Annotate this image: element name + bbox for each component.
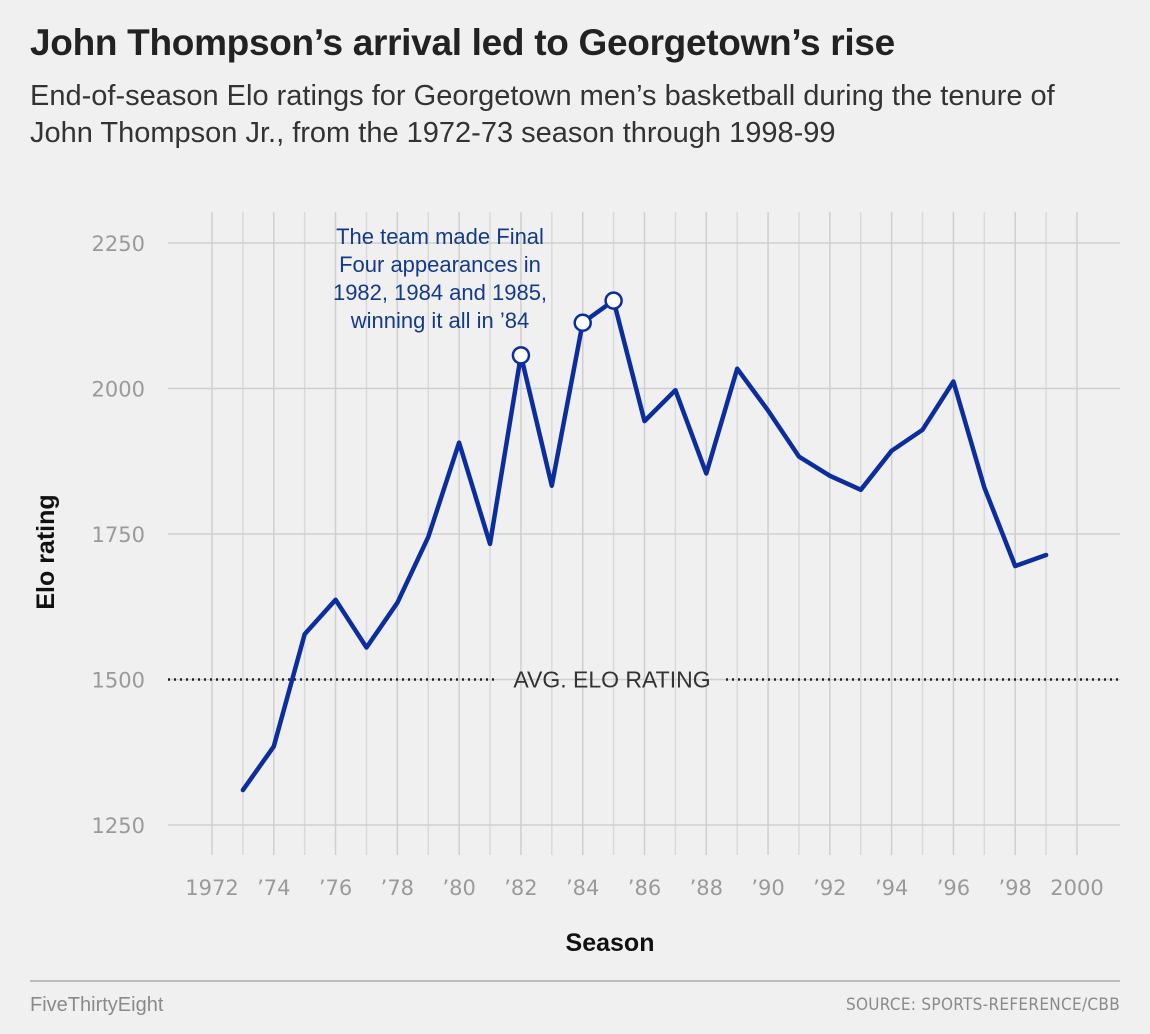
y-tick-label: 1250 bbox=[92, 814, 145, 838]
chart-subtitle: End-of-season Elo ratings for Georgetown… bbox=[30, 80, 1055, 149]
x-tick-label: 1972 bbox=[185, 876, 238, 900]
elo-series bbox=[240, 291, 1049, 793]
chart-axes: 1250 1500 1750 2000 2250 1972 ’74 ’76 ’78 ’80 ’82 ’… bbox=[32, 232, 1104, 957]
y-tick-label: 2000 bbox=[92, 378, 145, 402]
annotation-line: The team made Final bbox=[336, 224, 544, 249]
x-tick-label: 2000 bbox=[1050, 876, 1103, 900]
annotation-line: winning it all in ’84 bbox=[350, 308, 530, 333]
x-axis-title: Season bbox=[566, 929, 655, 957]
x-tick-label: ’82 bbox=[504, 876, 537, 900]
x-tick-label: ’76 bbox=[319, 876, 352, 900]
y-tick-label: 2250 bbox=[92, 232, 145, 256]
annotation-line: Four appearances in bbox=[339, 252, 541, 277]
final-four-point bbox=[511, 346, 531, 365]
reference-line-label: AVG. ELO RATING bbox=[513, 667, 710, 693]
chart-title: John Thompson’s arrival led to Georgetow… bbox=[30, 22, 895, 63]
y-tick-label: 1750 bbox=[92, 523, 145, 547]
x-tick-label: ’86 bbox=[628, 876, 661, 900]
x-tick-label: ’74 bbox=[257, 876, 290, 900]
chart-grid bbox=[168, 212, 1120, 855]
final-four-annotation: The team made Final Four appearances in 19… bbox=[333, 224, 547, 333]
final-four-point bbox=[604, 291, 623, 310]
source-credit: SOURCE: SPORTS-REFERENCE/CBB bbox=[845, 995, 1120, 1015]
x-tick-label: ’80 bbox=[442, 876, 475, 900]
x-tick-label: ’94 bbox=[875, 876, 908, 900]
x-tick-label: ’96 bbox=[937, 876, 970, 900]
x-tick-label: ’92 bbox=[813, 876, 846, 900]
final-four-point bbox=[573, 313, 592, 332]
average-reference-line: AVG. ELO RATING bbox=[168, 667, 1122, 693]
x-tick-label: ’98 bbox=[999, 876, 1032, 900]
brand-logo-text: FiveThirtyEight bbox=[30, 994, 164, 1016]
y-axis-title: Elo rating bbox=[32, 494, 60, 609]
x-tick-label: ’78 bbox=[381, 876, 414, 900]
footer-divider bbox=[30, 980, 1120, 982]
annotation-line: 1982, 1984 and 1985, bbox=[333, 280, 547, 305]
y-tick-label: 1500 bbox=[92, 669, 145, 693]
x-tick-label: ’84 bbox=[566, 876, 599, 900]
x-tick-label: ’90 bbox=[751, 876, 784, 900]
elo-series-line bbox=[240, 298, 1049, 793]
x-tick-label: ’88 bbox=[690, 876, 723, 900]
